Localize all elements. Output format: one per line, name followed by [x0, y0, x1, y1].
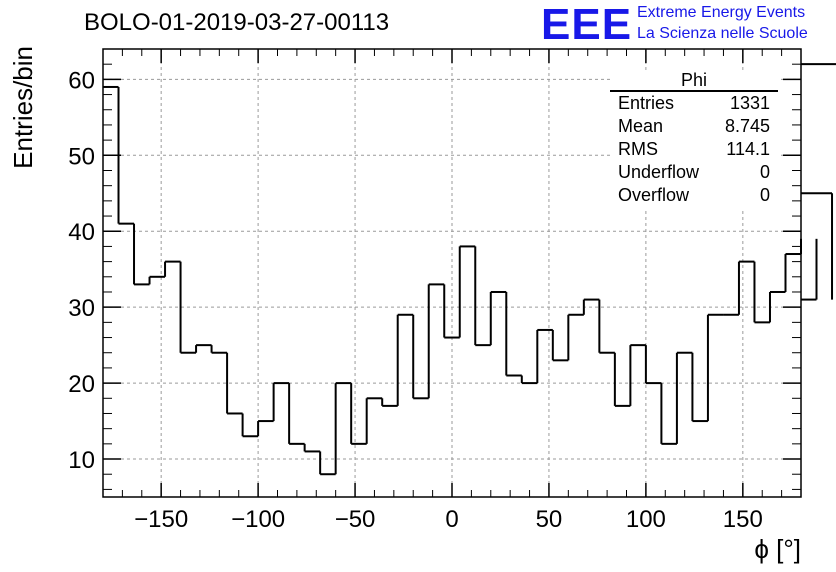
stats-value: 114.1: [726, 139, 770, 159]
x-tick-label: −150: [134, 506, 188, 533]
stats-value: 0: [759, 162, 770, 182]
stats-value: 0: [759, 185, 770, 205]
x-tick-label: −50: [335, 506, 376, 533]
stats-row-underflow: Underflow 0: [618, 162, 770, 184]
x-tick-label: −100: [231, 506, 285, 533]
y-tick-labels: 10 20 30 40 50 60: [68, 67, 95, 474]
y-tick-label: 10: [68, 447, 95, 474]
stats-key: Underflow: [618, 162, 700, 182]
y-tick-label: 50: [68, 143, 95, 170]
logo-line-1: Extreme Energy Events: [637, 4, 806, 21]
stats-box: Phi Entries 1331 Mean 8.745 RMS 114.1 Un…: [610, 70, 778, 210]
stats-key: Entries: [618, 93, 675, 113]
y-tick-label: 20: [68, 371, 95, 398]
stats-key: RMS: [618, 139, 658, 159]
stats-divider: [610, 90, 778, 92]
x-tick-label: 0: [445, 506, 458, 533]
x-tick-labels: −150 −100 −50 0 50 100 150: [134, 506, 763, 533]
stats-key: Mean: [618, 116, 664, 136]
stats-row-rms: RMS 114.1: [618, 139, 770, 161]
y-axis-label: Entries/bin: [8, 46, 38, 169]
x-tick-label: 100: [626, 506, 666, 533]
x-tick-label: 50: [536, 506, 563, 533]
x-tick-label: 150: [723, 506, 763, 533]
stats-row-overflow: Overflow 0: [618, 185, 770, 207]
chart-title: BOLO-01-2019-03-27-00113: [84, 9, 390, 36]
stats-value: 8.745: [724, 116, 770, 136]
y-tick-label: 60: [68, 67, 95, 94]
stats-key: Overflow: [618, 185, 690, 205]
stats-title: Phi: [680, 70, 707, 90]
y-tick-label: 40: [68, 219, 95, 246]
stats-value: 1331: [729, 93, 770, 113]
y-tick-label: 30: [68, 295, 95, 322]
eee-logo-mark: EEE: [541, 0, 633, 49]
logo-line-2: La Scienza nelle Scuole: [637, 25, 808, 42]
stats-row-entries: Entries 1331: [618, 93, 770, 115]
x-axis-label: ϕ [°]: [754, 534, 801, 564]
stats-row-mean: Mean 8.745: [618, 116, 770, 138]
axis-ticks: [102, 48, 802, 497]
